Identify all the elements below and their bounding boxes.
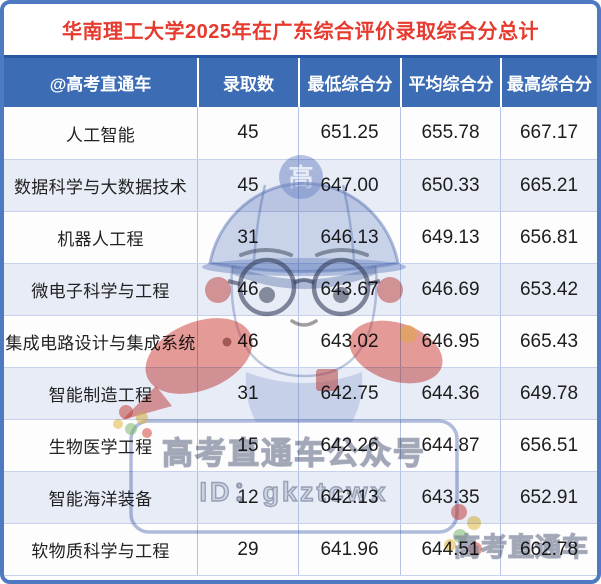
column-header-max-score: 最高综合分 (500, 58, 597, 107)
cell-avg-score: 650.33 (400, 160, 500, 211)
cell-max-score: 665.21 (500, 160, 597, 211)
cell-major-name: 智能海洋装备 (48, 490, 153, 509)
cell-major-name: 数据科学与大数据技术 (14, 178, 187, 197)
cell-max-score: 649.78 (500, 368, 597, 419)
cell-min-score: 646.13 (298, 212, 400, 263)
table-row: 智能制造工程 31 642.75 644.36 649.78 (4, 367, 597, 419)
cell-major-name: 集成电路设计与集成系统 (5, 334, 196, 353)
column-header-brand: @高考直通车 (49, 75, 152, 94)
table-row: 人工智能 45 651.25 655.78 667.17 (4, 107, 597, 159)
table-row: 智能海洋装备 12 642.13 643.35 652.91 (4, 471, 597, 523)
cell-admit-count: 46 (197, 316, 298, 367)
cell-min-score: 642.13 (298, 472, 400, 523)
cell-admit-count: 12 (197, 472, 298, 523)
cell-avg-score: 649.13 (400, 212, 500, 263)
cell-min-score: 643.02 (298, 316, 400, 367)
cell-admit-count: 29 (197, 524, 298, 575)
cell-max-score: 665.43 (500, 316, 597, 367)
cell-avg-score: 644.51 (400, 524, 500, 575)
cell-avg-score: 655.78 (400, 107, 500, 159)
column-header-min-score: 最低综合分 (298, 58, 400, 107)
cell-max-score: 653.42 (500, 264, 597, 315)
cell-max-score: 652.91 (500, 472, 597, 523)
table-body: 人工智能 45 651.25 655.78 667.17 数据科学与大数据技术 … (4, 107, 597, 576)
cell-avg-score: 644.36 (400, 368, 500, 419)
column-header-avg-score: 平均综合分 (400, 58, 500, 107)
page-title: 华南理工大学2025年在广东综合评价录取综合分总计 (62, 21, 539, 43)
cell-admit-count: 45 (197, 160, 298, 211)
cell-avg-score: 646.95 (400, 316, 500, 367)
table-row: 微电子科学与工程 46 643.67 646.69 653.42 (4, 263, 597, 315)
cell-admit-count: 31 (197, 368, 298, 419)
cell-avg-score: 644.87 (400, 420, 500, 471)
cell-avg-score: 643.35 (400, 472, 500, 523)
table-row: 生物医学工程 15 642.26 644.87 656.51 (4, 419, 597, 471)
cell-min-score: 642.26 (298, 420, 400, 471)
cell-major-name: 生物医学工程 (48, 438, 153, 457)
cell-major-name: 人工智能 (65, 125, 136, 145)
cell-max-score: 656.51 (500, 420, 597, 471)
table-row: 集成电路设计与集成系统 46 643.02 646.95 665.43 (4, 315, 597, 367)
cell-admit-count: 45 (197, 107, 298, 159)
cell-max-score: 662.78 (500, 524, 597, 575)
cell-admit-count: 15 (197, 420, 298, 471)
table-row: 软物质科学与工程 29 641.96 644.51 662.78 (4, 523, 597, 575)
cell-min-score: 647.00 (298, 160, 400, 211)
cell-major-name: 机器人工程 (57, 230, 144, 249)
cell-major-name: 智能制造工程 (48, 386, 153, 405)
cell-admit-count: 31 (197, 212, 298, 263)
column-header-count: 录取数 (197, 58, 298, 107)
cell-min-score: 641.96 (298, 524, 400, 575)
cell-max-score: 656.81 (500, 212, 597, 263)
cell-min-score: 643.67 (298, 264, 400, 315)
table-row: 数据科学与大数据技术 45 647.00 650.33 665.21 (4, 159, 597, 211)
cell-major-name: 微电子科学与工程 (31, 282, 170, 301)
table-header-row: @高考直通车 录取数 最低综合分 平均综合分 最高综合分 (4, 55, 597, 107)
table-row: 机器人工程 31 646.13 649.13 656.81 (4, 211, 597, 263)
cell-min-score: 651.25 (298, 107, 400, 159)
cell-major-name: 软物质科学与工程 (31, 542, 170, 561)
cell-avg-score: 646.69 (400, 264, 500, 315)
cell-max-score: 667.17 (500, 107, 597, 159)
cell-admit-count: 46 (197, 264, 298, 315)
cell-min-score: 642.75 (298, 368, 400, 419)
